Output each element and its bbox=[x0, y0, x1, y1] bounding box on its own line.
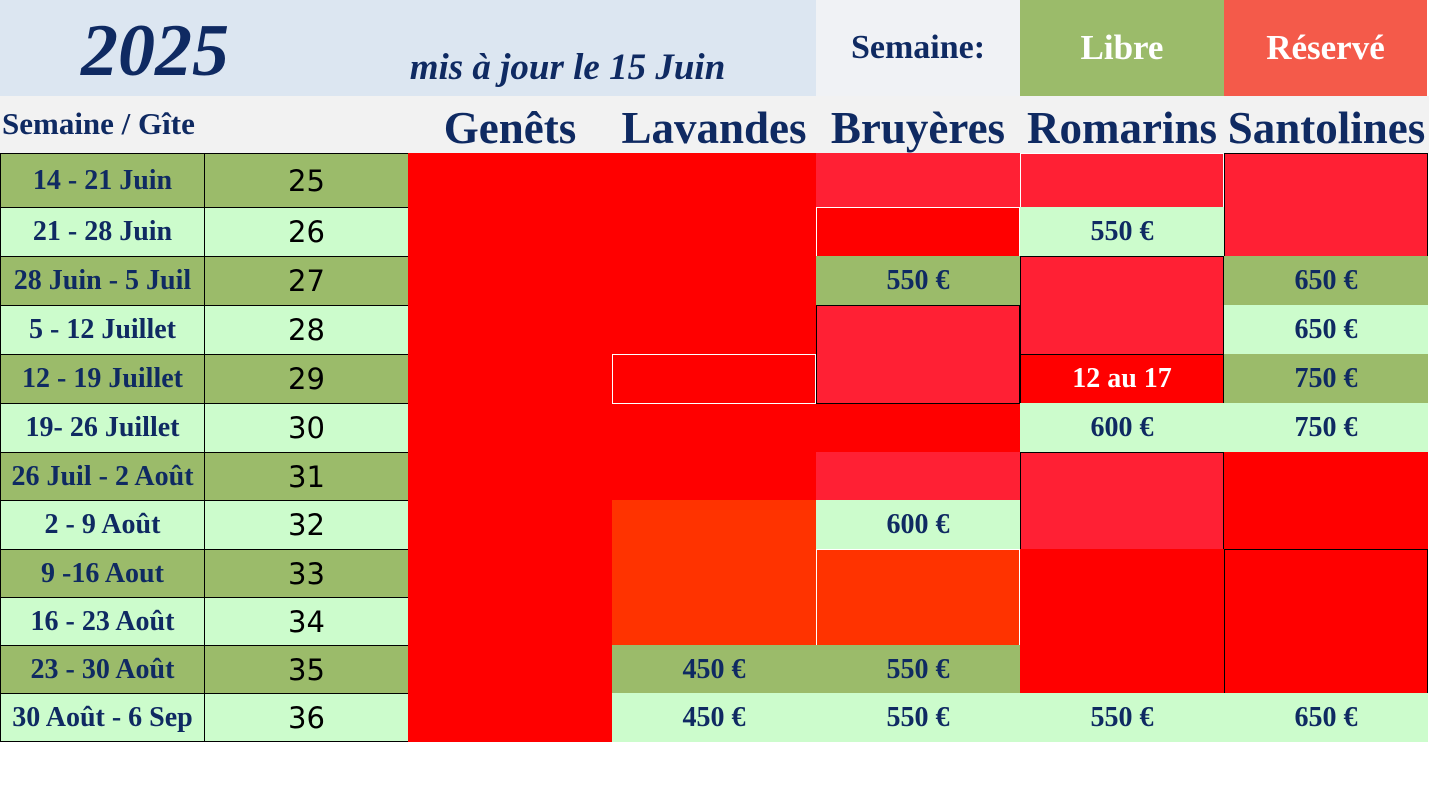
price-cell: 650 € bbox=[1224, 256, 1428, 306]
price-cell: 450 € bbox=[612, 693, 816, 742]
reserved-cell bbox=[1020, 153, 1224, 208]
week-label: 9 -16 Aout bbox=[0, 549, 205, 598]
title-band bbox=[0, 0, 816, 96]
price-cell: 650 € bbox=[1224, 305, 1428, 355]
reserved-cell bbox=[1020, 256, 1224, 355]
week-label: 23 - 30 Août bbox=[0, 645, 205, 694]
price-cell: 750 € bbox=[1224, 354, 1428, 404]
year-title: 2025 bbox=[81, 9, 229, 92]
column-header-row bbox=[0, 96, 1429, 153]
reserved-cell bbox=[816, 305, 1020, 404]
reserved-cell bbox=[1020, 549, 1224, 694]
legend-label: Semaine: bbox=[850, 29, 986, 66]
update-date: mis à jour le 15 Juin bbox=[409, 46, 726, 88]
week-label: 19- 26 Juillet bbox=[0, 403, 205, 453]
week-label: 14 - 21 Juin bbox=[0, 153, 205, 208]
price-cell: 550 € bbox=[1020, 693, 1224, 742]
week-number: 34 bbox=[204, 597, 409, 646]
week-number: 29 bbox=[204, 354, 409, 404]
week-label: 30 Août - 6 Sep bbox=[0, 693, 205, 742]
week-label: 5 - 12 Juillet bbox=[0, 305, 205, 355]
week-number: 27 bbox=[204, 256, 409, 306]
price-cell: 550 € bbox=[816, 645, 1020, 694]
reserved-cell bbox=[816, 153, 1020, 207]
week-number: 28 bbox=[204, 305, 409, 355]
week-label: 2 - 9 Août bbox=[0, 500, 205, 550]
partial-reservation-cell: 12 au 17 bbox=[1020, 354, 1224, 404]
reserved-cell bbox=[816, 207, 1020, 257]
corner-label: Semaine / Gîte bbox=[2, 106, 195, 141]
legend-free-label: Libre bbox=[1080, 28, 1164, 67]
week-number: 32 bbox=[204, 500, 409, 550]
reserved-cell bbox=[1224, 452, 1428, 550]
price-cell: 600 € bbox=[816, 500, 1020, 550]
week-number: 36 bbox=[204, 693, 409, 742]
col-genets: Genêts bbox=[443, 103, 577, 153]
price-cell: 550 € bbox=[816, 693, 1020, 742]
legend-label-box: Semaine: bbox=[816, 0, 1020, 96]
week-label: 12 - 19 Juillet bbox=[0, 354, 205, 404]
week-label: 26 Juil - 2 Août bbox=[0, 452, 205, 501]
reserved-cell-outline bbox=[612, 354, 816, 404]
reserved-block-lavandes bbox=[612, 153, 816, 500]
week-label: 21 - 28 Juin bbox=[0, 207, 205, 257]
reserved-cell bbox=[816, 404, 1020, 452]
col-romarins: Romarins bbox=[1027, 103, 1217, 153]
price-cell: 650 € bbox=[1224, 693, 1428, 742]
week-label: 16 - 23 Août bbox=[0, 597, 205, 646]
price-cell: 750 € bbox=[1224, 403, 1428, 453]
reserved-cell bbox=[816, 452, 1020, 500]
price-cell: 450 € bbox=[612, 645, 816, 694]
price-cell: 550 € bbox=[816, 256, 1020, 306]
week-number: 35 bbox=[204, 645, 409, 694]
reserved-cell bbox=[1224, 153, 1428, 257]
col-santolines: Santolines bbox=[1227, 103, 1426, 153]
col-lavandes: Lavandes bbox=[621, 103, 807, 153]
col-bruyeres: Bruyères bbox=[830, 103, 1006, 153]
legend-reserved-label: Réservé bbox=[1266, 28, 1385, 67]
reserved-block-lavandes-orange bbox=[612, 500, 816, 645]
reserved-block-genets bbox=[408, 153, 612, 742]
week-number: 30 bbox=[204, 403, 409, 453]
week-number: 25 bbox=[204, 153, 409, 208]
reserved-cell bbox=[816, 549, 1020, 646]
legend-reserved: Réservé bbox=[1224, 0, 1427, 96]
week-number: 33 bbox=[204, 549, 409, 598]
legend-free: Libre bbox=[1020, 0, 1224, 96]
week-label: 28 Juin - 5 Juil bbox=[0, 256, 205, 306]
week-number: 26 bbox=[204, 207, 409, 257]
reserved-cell bbox=[1224, 549, 1428, 694]
price-cell: 550 € bbox=[1020, 207, 1224, 257]
reserved-cell bbox=[1020, 452, 1224, 550]
week-number: 31 bbox=[204, 452, 409, 501]
price-cell: 600 € bbox=[1020, 403, 1224, 453]
